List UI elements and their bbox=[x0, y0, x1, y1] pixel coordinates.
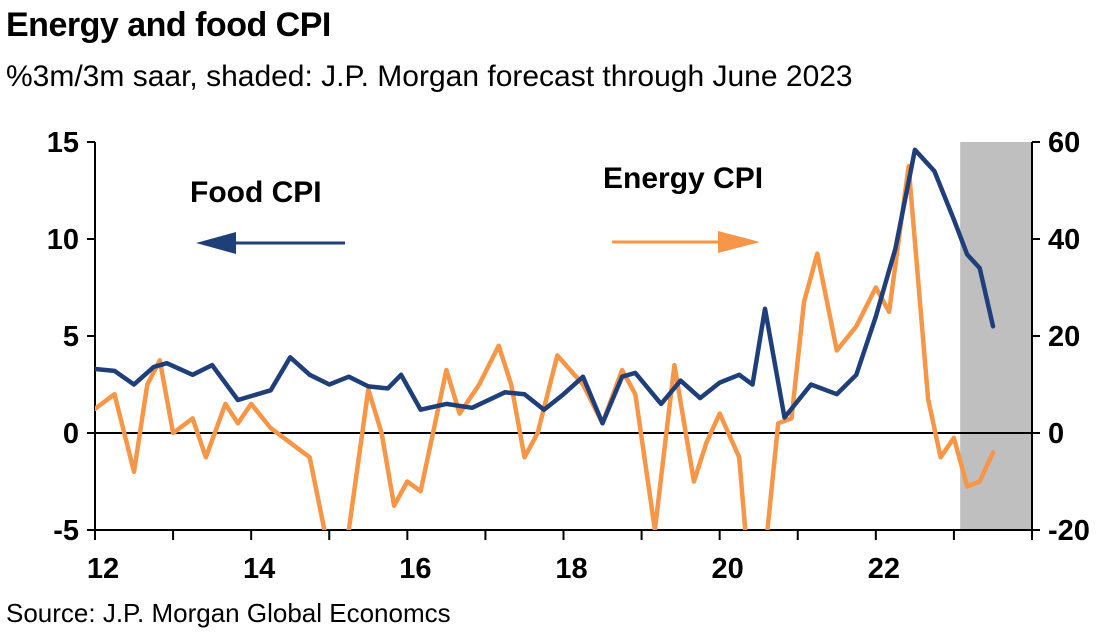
left-tick-label: 15 bbox=[47, 127, 79, 159]
energy-cpi-label: Energy CPI bbox=[603, 162, 763, 195]
x-tick-label: 12 bbox=[87, 553, 119, 585]
food-cpi-line bbox=[95, 147, 996, 426]
left-tick-label: 10 bbox=[47, 224, 79, 256]
energy-cpi-line bbox=[95, 164, 996, 530]
left-tick-label: 0 bbox=[63, 418, 79, 450]
x-tick-label: 18 bbox=[555, 553, 587, 585]
x-tick-label: 20 bbox=[712, 553, 744, 585]
right-tick-label: 0 bbox=[1048, 418, 1064, 450]
left-tick-label: 5 bbox=[63, 321, 79, 353]
right-tick-label: 40 bbox=[1048, 224, 1080, 256]
chart-title: Energy and food CPI bbox=[6, 6, 331, 44]
forecast-shade bbox=[960, 142, 1032, 530]
left-tick-label: -5 bbox=[53, 515, 79, 547]
food-arrow-head bbox=[196, 232, 236, 254]
right-tick-label: -20 bbox=[1048, 515, 1090, 547]
source-note: Source: J.P. Morgan Global Economcs bbox=[6, 598, 451, 628]
x-tick-label: 14 bbox=[243, 553, 275, 585]
food-cpi-label: Food CPI bbox=[190, 176, 322, 209]
energy-arrow-head bbox=[718, 231, 760, 253]
x-tick-label: 16 bbox=[399, 553, 431, 585]
chart-subtitle: %3m/3m saar, shaded: J.P. Morgan forecas… bbox=[6, 60, 853, 93]
right-tick-label: 20 bbox=[1048, 321, 1080, 353]
right-tick-label: 60 bbox=[1048, 127, 1080, 159]
x-tick-label: 22 bbox=[868, 553, 900, 585]
